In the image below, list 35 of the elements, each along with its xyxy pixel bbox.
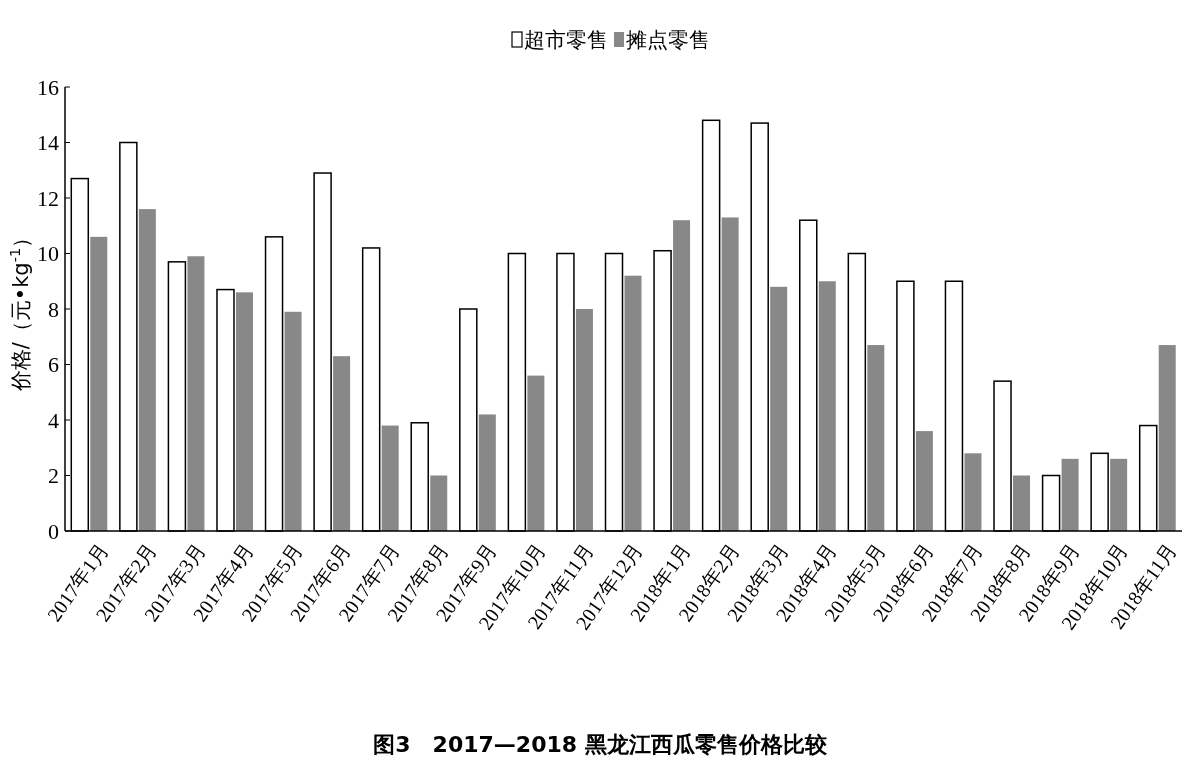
bar [478,414,496,531]
text: 图3 2017—2018 黑龙江西瓜零售价格比较 [373,732,828,757]
bar [770,286,788,531]
bar [915,431,933,531]
bar [284,311,302,531]
bar [138,209,156,531]
bar [187,256,205,531]
bar [624,275,642,531]
bar [1158,345,1176,531]
bar [575,309,593,531]
bar [430,475,448,531]
bar [527,375,545,531]
bar [1013,475,1031,531]
bar [381,425,399,531]
legend-label: 摊点零售 [626,28,710,52]
y-tick-label: 8 [48,296,59,322]
y-tick-label: 4 [48,407,59,433]
bar [333,356,351,531]
bar [867,345,885,531]
y-tick-label: 2 [48,463,59,488]
y-tick-label: 12 [37,185,59,211]
legend-label: 超市零售 [524,28,608,52]
y-tick-label: 16 [37,74,59,100]
y-tick-label: 10 [37,241,59,266]
y-tick-label: 6 [48,352,59,377]
y-tick-label: 14 [37,130,59,155]
bar [1110,458,1128,531]
bar [818,281,836,531]
bar [90,236,108,531]
bar [1061,458,1079,531]
bar [673,220,691,531]
bar [964,453,982,531]
bar [721,217,739,531]
y-tick-label: 0 [48,518,59,544]
bar [235,292,253,531]
